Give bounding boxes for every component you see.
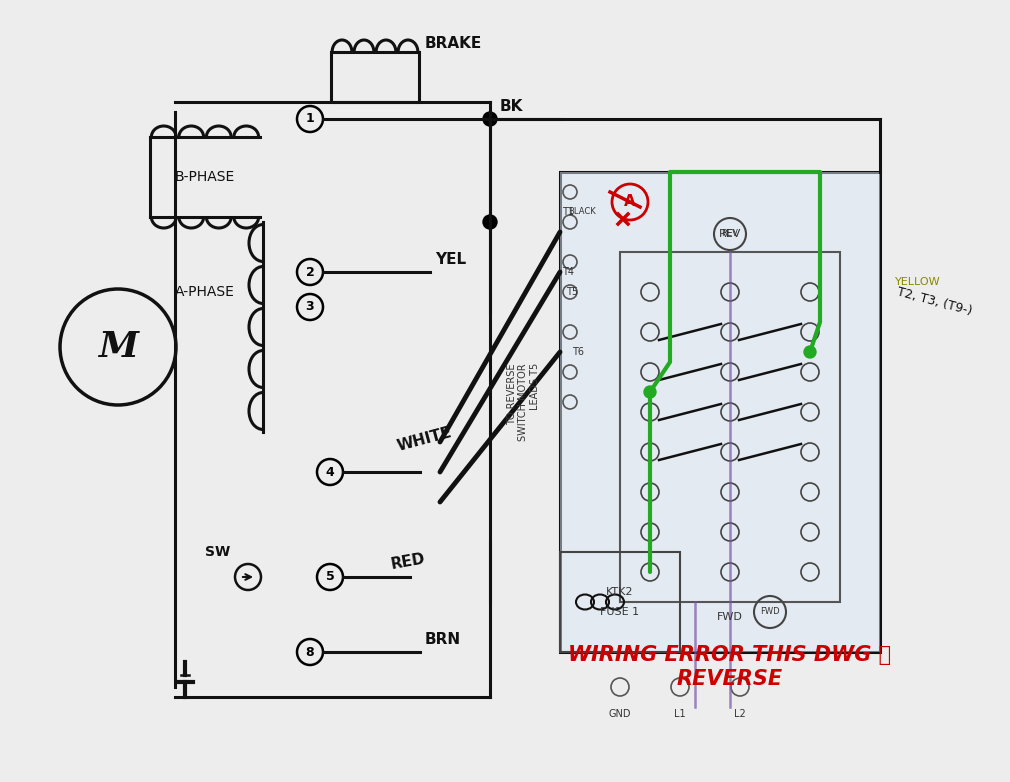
Circle shape (644, 386, 656, 398)
Text: KTK2: KTK2 (606, 587, 633, 597)
Text: 4: 4 (325, 465, 334, 479)
Text: T4: T4 (562, 267, 574, 277)
Text: WHITE: WHITE (395, 425, 453, 454)
Bar (560, 552, 680, 652)
Bar (560, 172, 880, 652)
Circle shape (483, 112, 497, 126)
Text: YELLOW: YELLOW (895, 277, 940, 287)
Circle shape (804, 346, 816, 358)
Text: 8: 8 (306, 645, 314, 658)
Bar (560, 172, 880, 652)
Text: FUSE 1: FUSE 1 (600, 607, 639, 617)
Text: 3: 3 (306, 300, 314, 314)
Circle shape (484, 113, 496, 125)
Text: 1: 1 (306, 113, 314, 125)
Text: T6: T6 (572, 347, 584, 357)
Text: TO REVERSE
SWITCH MOTOR
LEADS T5: TO REVERSE SWITCH MOTOR LEADS T5 (507, 363, 540, 441)
Text: SW: SW (205, 545, 230, 559)
Text: REV: REV (721, 229, 738, 239)
Text: BLACK: BLACK (568, 207, 596, 217)
Text: L1: L1 (675, 709, 686, 719)
Text: A-PHASE: A-PHASE (175, 285, 235, 299)
Text: T2, T3, (T9-): T2, T3, (T9-) (895, 285, 973, 318)
Text: A: A (624, 195, 636, 210)
Text: 2: 2 (306, 266, 314, 278)
Text: RED: RED (390, 551, 427, 572)
Circle shape (483, 215, 497, 229)
Text: B-PHASE: B-PHASE (175, 170, 235, 184)
Text: BRAKE: BRAKE (425, 37, 482, 52)
Text: GND: GND (609, 709, 631, 719)
Text: YEL: YEL (435, 252, 467, 267)
Text: L2: L2 (734, 709, 745, 719)
Text: T5: T5 (566, 287, 578, 297)
Text: BRN: BRN (425, 632, 462, 647)
Text: T1: T1 (562, 207, 574, 217)
Text: WIRING ERROR THIS DWG Ⓐ
REVERSE: WIRING ERROR THIS DWG Ⓐ REVERSE (569, 645, 892, 689)
Bar (331, 52, 419, 102)
Bar (620, 252, 840, 602)
Text: FWD: FWD (717, 612, 743, 622)
Text: M: M (98, 330, 138, 364)
Text: 5: 5 (325, 571, 334, 583)
Text: REV: REV (719, 229, 741, 239)
Text: FWD: FWD (761, 608, 780, 616)
Text: BK: BK (500, 99, 523, 114)
